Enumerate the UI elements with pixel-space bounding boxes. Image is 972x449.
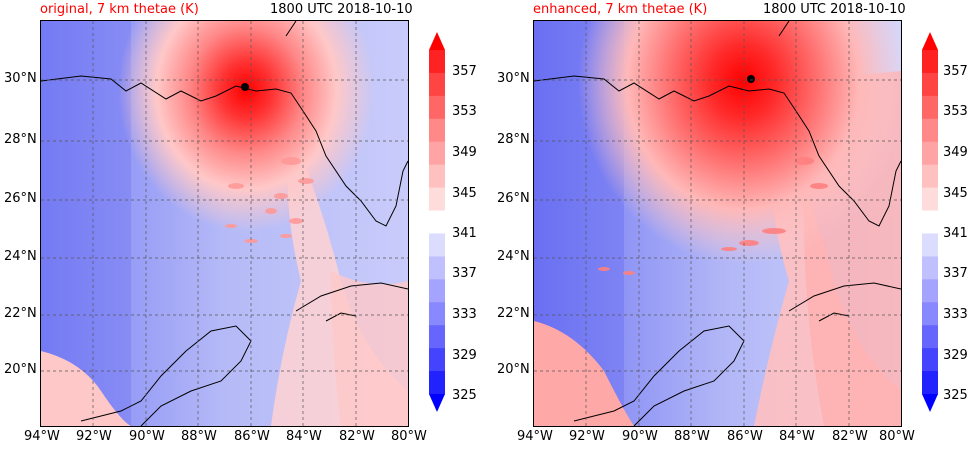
colorbar-swatch	[429, 233, 445, 257]
panel-timestamp: 1800 UTC 2018-10-10	[763, 2, 906, 17]
colorbar-swatches	[429, 32, 445, 412]
panel-title: original, 7 km thetae (K)	[40, 2, 199, 17]
colorbar-swatch	[429, 118, 445, 143]
colorbar-swatch	[429, 141, 445, 166]
colorbar-swatch	[922, 256, 938, 280]
colorbar-swatch	[429, 164, 445, 189]
lon-label: 94°W	[24, 429, 60, 444]
lat-label: 30°N	[4, 71, 37, 86]
colorbar-swatch	[922, 279, 938, 303]
colorbar-swatch	[429, 348, 445, 372]
colorbar-label: 357	[452, 64, 477, 79]
colorbar-swatch	[922, 95, 938, 120]
colorbar-swatch	[922, 302, 938, 326]
colorbar-swatch	[922, 118, 938, 143]
colorbar-extend-max	[429, 32, 445, 50]
colorbar-label: 353	[452, 104, 477, 119]
colorbar-swatches	[922, 32, 938, 412]
lat-label: 22°N	[4, 306, 37, 321]
lon-label: 84°W	[286, 429, 322, 444]
colorbar-label: 345	[943, 186, 968, 201]
colorbar-label: 341	[452, 226, 477, 241]
lat-label: 20°N	[4, 362, 37, 377]
lat-label: 24°N	[497, 249, 530, 264]
colorbar-label: 333	[452, 307, 477, 322]
lon-label: 80°W	[391, 429, 427, 444]
lat-label: 30°N	[497, 71, 530, 86]
colorbar-swatch	[922, 325, 938, 349]
colorbar-swatch	[429, 302, 445, 326]
colorbar-extend-max	[922, 32, 938, 50]
lon-label: 82°W	[339, 429, 375, 444]
panel-enhanced: enhanced, 7 km thetae (K) 1800 UTC 2018-…	[493, 0, 972, 449]
storm-center-marker	[241, 83, 249, 91]
lon-label: 80°W	[879, 429, 915, 444]
colorbar-swatch	[429, 187, 445, 212]
lon-label: 86°W	[234, 429, 270, 444]
lon-label: 88°W	[674, 429, 710, 444]
colorbar-label: 341	[943, 226, 968, 241]
lon-label: 90°W	[129, 429, 165, 444]
lon-label: 82°W	[832, 429, 868, 444]
colorbar	[429, 32, 445, 412]
panel-original: original, 7 km thetae (K) 1800 UTC 2018-…	[4, 2, 477, 444]
colorbar-swatch	[922, 348, 938, 372]
thetae-field-original	[41, 21, 408, 426]
lon-label: 92°W	[569, 429, 605, 444]
colorbar-swatch	[429, 50, 445, 74]
colorbar-swatch	[922, 371, 938, 395]
colorbar-swatch	[922, 72, 938, 97]
graticule	[41, 21, 408, 426]
colorbar-label: 329	[943, 348, 968, 363]
colorbar-label: 333	[943, 307, 968, 322]
colorbar-label: 337	[452, 266, 477, 281]
panel-timestamp: 1800 UTC 2018-10-10	[270, 2, 413, 17]
lat-label: 26°N	[497, 191, 530, 206]
lon-label: 90°W	[622, 429, 658, 444]
lat-label: 28°N	[4, 132, 37, 147]
colorbar-swatch	[429, 371, 445, 395]
lat-label: 26°N	[4, 191, 37, 206]
colorbar-label: 353	[943, 104, 968, 119]
colorbar-swatch	[922, 233, 938, 257]
colorbar-swatch	[429, 72, 445, 97]
colorbar-label: 325	[452, 388, 477, 403]
colorbar-label: 325	[943, 388, 968, 403]
lat-label: 22°N	[497, 306, 530, 321]
storm-center-marker	[747, 75, 755, 83]
colorbar-label: 345	[452, 186, 477, 201]
colorbar-label: 357	[943, 64, 968, 79]
colorbar-extend-min	[922, 394, 938, 412]
lon-label: 94°W	[517, 429, 553, 444]
lon-label: 86°W	[727, 429, 763, 444]
colorbar-swatch	[429, 279, 445, 303]
colorbar-label: 337	[943, 266, 968, 281]
colorbar-extend-min	[429, 394, 445, 412]
map-enhanced	[533, 20, 902, 427]
colorbar-label: 349	[943, 145, 968, 160]
lon-label: 92°W	[76, 429, 112, 444]
colorbar-swatch	[922, 50, 938, 74]
lon-label: 84°W	[779, 429, 815, 444]
lat-label: 20°N	[497, 362, 530, 377]
panel-title: enhanced, 7 km thetae (K)	[533, 2, 708, 17]
colorbar-swatch	[922, 164, 938, 189]
lat-label: 24°N	[4, 249, 37, 264]
colorbar-swatch	[429, 210, 445, 234]
colorbar-label: 329	[452, 348, 477, 363]
map-original	[40, 20, 409, 427]
colorbar-swatch	[429, 256, 445, 280]
colorbar-swatch	[922, 187, 938, 212]
lat-label: 28°N	[497, 132, 530, 147]
colorbar-swatch	[429, 325, 445, 349]
colorbar-swatch	[922, 141, 938, 166]
colorbar	[922, 32, 938, 412]
colorbar-swatch	[922, 210, 938, 234]
thetae-field-enhanced	[534, 21, 901, 426]
colorbar-swatch	[429, 95, 445, 120]
lon-label: 88°W	[181, 429, 217, 444]
graticule	[534, 21, 901, 426]
colorbar-label: 349	[452, 145, 477, 160]
